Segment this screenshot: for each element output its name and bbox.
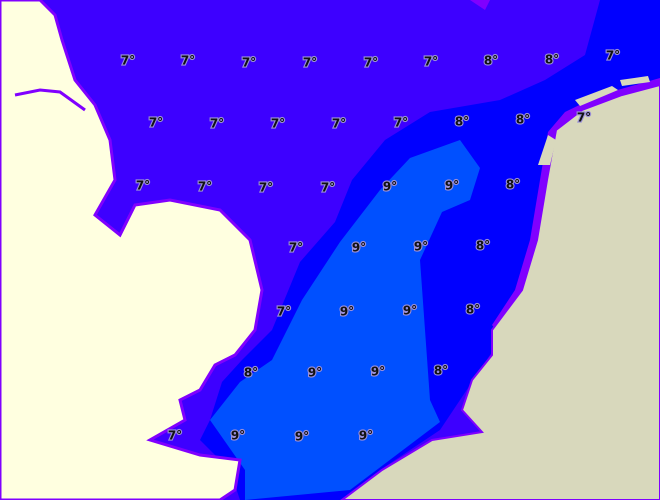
island-texel [538,135,556,165]
temperature-label: 7° [364,56,378,70]
humber-estuary [14,88,86,112]
temperature-label: 8° [476,239,490,253]
temperature-label: 8° [545,53,559,67]
temperature-label: 9° [445,179,459,193]
coastal-fringe [470,0,490,10]
temperature-label: 7° [210,117,224,131]
island-chain-2 [620,76,650,86]
temperature-label: 9° [403,304,417,318]
temperature-label: 7° [168,429,182,443]
temperature-label: 7° [198,180,212,194]
temperature-label: 7° [394,116,408,130]
temperature-label: 7° [242,56,256,70]
temperature-label: 7° [271,117,285,131]
temperature-label: 9° [383,180,397,194]
temperature-label: 7° [149,116,163,130]
temperature-label: 8° [434,364,448,378]
temperature-label: 8° [516,113,530,127]
temperature-label: 7° [181,54,195,68]
temperature-label: 8° [244,366,258,380]
temperature-label: 7° [303,56,317,70]
temperature-label: 9° [371,365,385,379]
temperature-label: 8° [455,115,469,129]
temperature-label: 7° [332,117,346,131]
temperature-label: 8° [466,303,480,317]
temperature-label: 9° [295,430,309,444]
temperature-label: 9° [352,241,366,255]
land-england [0,0,264,500]
land-continent [340,83,660,500]
temperature-label: 7° [259,181,273,195]
sea-zone-9 [210,140,480,500]
temperature-label: 8° [506,178,520,192]
temperature-label: 9° [308,366,322,380]
temperature-label: 7° [277,305,291,319]
temperature-label: 7° [577,111,591,125]
temperature-label: 9° [231,429,245,443]
island-chain [575,86,618,106]
temperature-label: 7° [136,179,150,193]
temperature-label: 8° [484,54,498,68]
temperature-labels: 7° 7° 7° 7° 7° 7° 8° 8° 7° 7° 7° 7° 7° 7° 8° 8° 7° 7° 7° 7°… [120,47,622,444]
temperature-label: 9° [359,429,373,443]
temperature-label: 7° [121,54,135,68]
temperature-label: 7° [289,241,303,255]
temperature-label: 7° [321,181,335,195]
temperature-label: 9° [414,240,428,254]
temperature-label: 9° [340,305,354,319]
temperature-label: 7° [424,55,438,69]
temperature-label: 7° [606,49,620,63]
